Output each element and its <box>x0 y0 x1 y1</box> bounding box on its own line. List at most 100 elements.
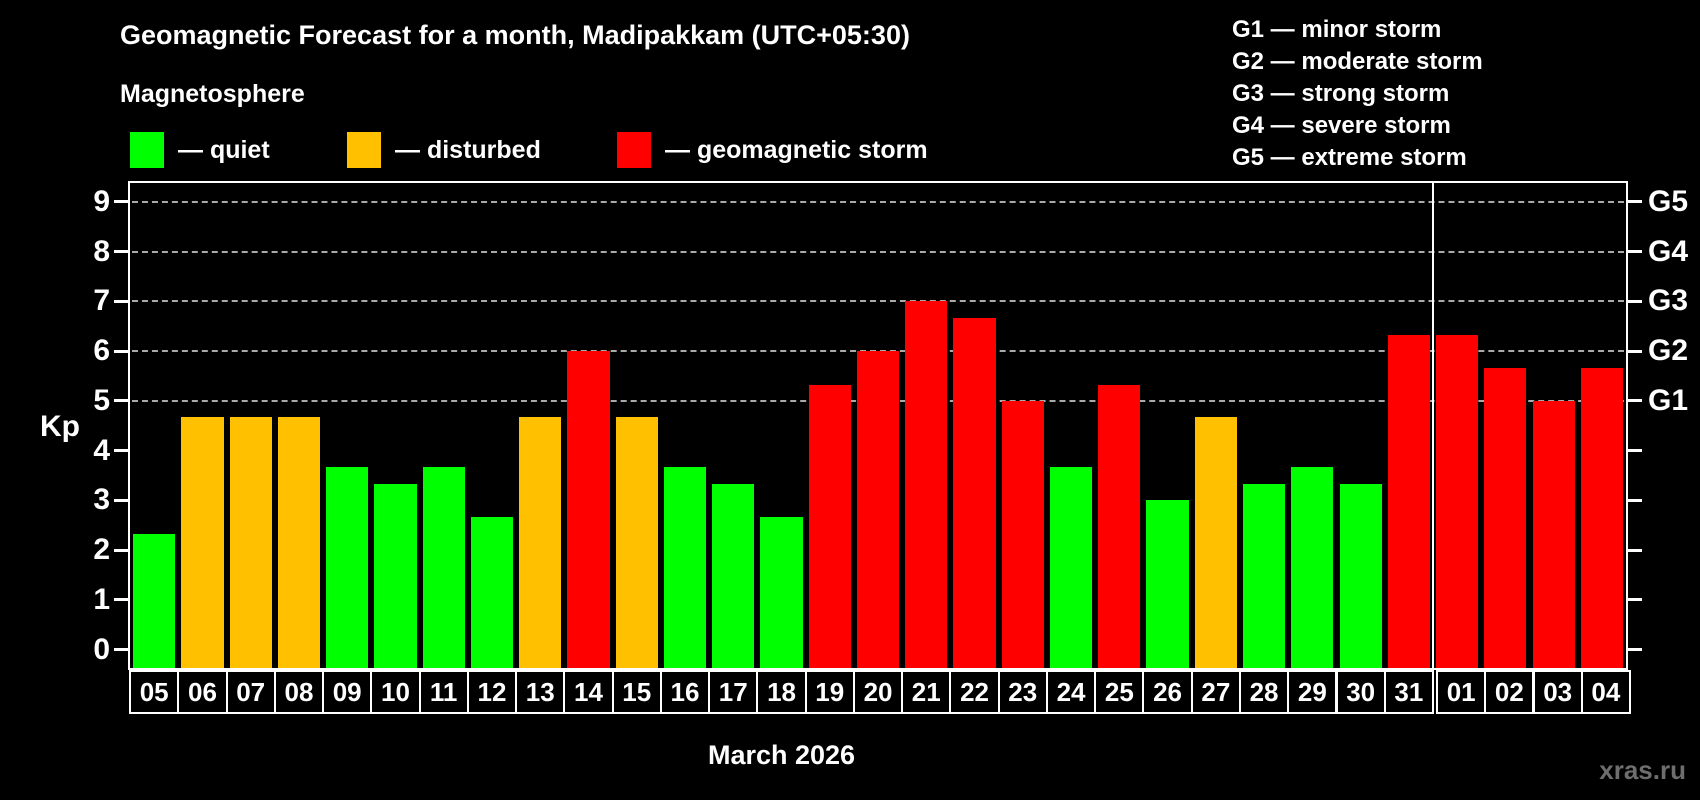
y-tick-label-1: 1 <box>93 582 110 616</box>
bar-day-05 <box>133 533 176 668</box>
right-axis-label-G4: G4 <box>1648 234 1689 268</box>
bar-day-23 <box>1001 400 1044 668</box>
y-tick-left-5 <box>114 399 128 403</box>
g-legend-line-5: G5 — extreme storm <box>1232 144 1467 171</box>
y-tick-left-8 <box>114 250 128 254</box>
y-tick-right-1 <box>1628 598 1642 602</box>
bar-day-08 <box>277 417 321 668</box>
bar-day-09 <box>326 467 369 668</box>
x-tick-label-18: 18 <box>756 670 807 714</box>
legend-label: — disturbed <box>395 135 541 164</box>
x-tick-label-24: 24 <box>1045 670 1097 714</box>
x-tick-label-13: 13 <box>515 670 566 714</box>
y-tick-right-9 <box>1628 200 1642 204</box>
x-tick-label-19: 19 <box>804 670 855 714</box>
x-tick-label-03: 03 <box>1532 670 1583 714</box>
y-tick-right-2 <box>1628 548 1642 552</box>
x-tick-label-04: 04 <box>1580 670 1631 714</box>
x-tick-label-21: 21 <box>901 670 952 714</box>
bar-day-24 <box>1049 467 1093 668</box>
y-tick-right-7 <box>1628 299 1642 303</box>
right-axis-label-G3: G3 <box>1648 284 1689 318</box>
y-tick-right-8 <box>1628 250 1642 254</box>
bar-day-27 <box>1194 417 1237 668</box>
bar-day-06 <box>181 417 224 668</box>
g-legend-line-2: G2 — moderate storm <box>1232 48 1483 75</box>
y-tick-left-7 <box>114 299 128 303</box>
right-axis-label-G2: G2 <box>1648 334 1689 368</box>
x-tick-label-11: 11 <box>418 670 469 714</box>
bar-day-31 <box>1387 334 1430 668</box>
bar-day-15 <box>615 417 658 668</box>
x-tick-label-17: 17 <box>708 670 759 714</box>
bar-day-04 <box>1580 367 1623 668</box>
y-tick-label-7: 7 <box>93 284 110 318</box>
x-tick-label-06: 06 <box>177 670 228 714</box>
bar-day-02 <box>1484 367 1527 668</box>
gridline-kp9 <box>132 200 1624 203</box>
x-tick-label-28: 28 <box>1238 670 1290 714</box>
g-legend-line-4: G4 — severe storm <box>1232 112 1451 139</box>
y-tick-left-2 <box>114 548 128 552</box>
y-tick-right-0 <box>1628 648 1642 652</box>
kp-legend: — quiet — disturbed — geomagnetic storm <box>130 132 1130 170</box>
x-tick-label-22: 22 <box>949 670 1000 714</box>
y-tick-left-9 <box>114 200 128 204</box>
bar-day-11 <box>422 467 465 668</box>
bar-day-28 <box>1242 483 1286 668</box>
disturbed-swatch <box>347 132 381 168</box>
bar-day-16 <box>663 467 707 668</box>
x-tick-label-27: 27 <box>1190 670 1241 714</box>
x-tick-label-01: 01 <box>1436 670 1487 714</box>
g-legend-line-1: G1 — minor storm <box>1232 16 1442 43</box>
y-tick-left-4 <box>114 449 128 453</box>
y-tick-right-4 <box>1628 449 1642 453</box>
bar-day-10 <box>374 483 417 668</box>
x-tick-label-05: 05 <box>129 670 180 714</box>
bar-day-14 <box>567 351 610 668</box>
y-tick-left-1 <box>114 598 128 602</box>
storm-swatch <box>617 132 651 168</box>
page-title: Geomagnetic Forecast for a month, Madipa… <box>120 20 910 50</box>
quiet-swatch <box>130 132 164 168</box>
bar-day-07 <box>229 417 272 668</box>
y-axis-title: Kp <box>40 410 80 443</box>
legend-label: — quiet <box>178 135 270 164</box>
bar-day-22 <box>953 317 996 668</box>
x-tick-label-09: 09 <box>322 670 373 714</box>
x-tick-label-25: 25 <box>1094 670 1145 714</box>
legend-label: — geomagnetic storm <box>665 135 928 164</box>
y-tick-label-2: 2 <box>93 533 110 567</box>
x-tick-label-15: 15 <box>611 670 662 714</box>
y-tick-left-3 <box>114 498 128 502</box>
bar-day-20 <box>856 351 900 668</box>
y-tick-left-0 <box>114 648 128 652</box>
y-tick-right-6 <box>1628 349 1642 353</box>
bar-day-29 <box>1291 467 1334 668</box>
bar-day-30 <box>1339 483 1382 668</box>
legend-item-disturbed: — disturbed <box>347 132 541 168</box>
y-tick-label-0: 0 <box>93 632 110 666</box>
x-tick-label-29: 29 <box>1287 670 1338 714</box>
y-tick-label-8: 8 <box>93 234 110 268</box>
x-tick-label-08: 08 <box>273 670 325 714</box>
gridline-kp7 <box>132 300 1624 303</box>
x-tick-label-14: 14 <box>563 670 614 714</box>
y-tick-label-4: 4 <box>93 433 110 467</box>
month-divider <box>1432 183 1434 668</box>
x-tick-label-31: 31 <box>1383 670 1434 714</box>
g-scale-legend: G1 — minor storm G2 — moderate storm G3 — … <box>1232 14 1483 174</box>
x-tick-label-30: 30 <box>1335 670 1386 714</box>
watermark: xras.ru <box>1599 755 1686 785</box>
legend-item-storm: — geomagnetic storm <box>617 132 928 168</box>
plot-area <box>128 181 1628 670</box>
gridline-kp8 <box>132 250 1624 253</box>
x-tick-label-12: 12 <box>466 670 518 714</box>
bar-day-19 <box>808 384 851 668</box>
x-tick-label-20: 20 <box>852 670 904 714</box>
x-tick-label-26: 26 <box>1142 670 1193 714</box>
x-tick-label-16: 16 <box>659 670 711 714</box>
bar-day-01 <box>1436 334 1479 668</box>
x-tick-label-02: 02 <box>1484 670 1535 714</box>
y-tick-left-6 <box>114 349 128 353</box>
